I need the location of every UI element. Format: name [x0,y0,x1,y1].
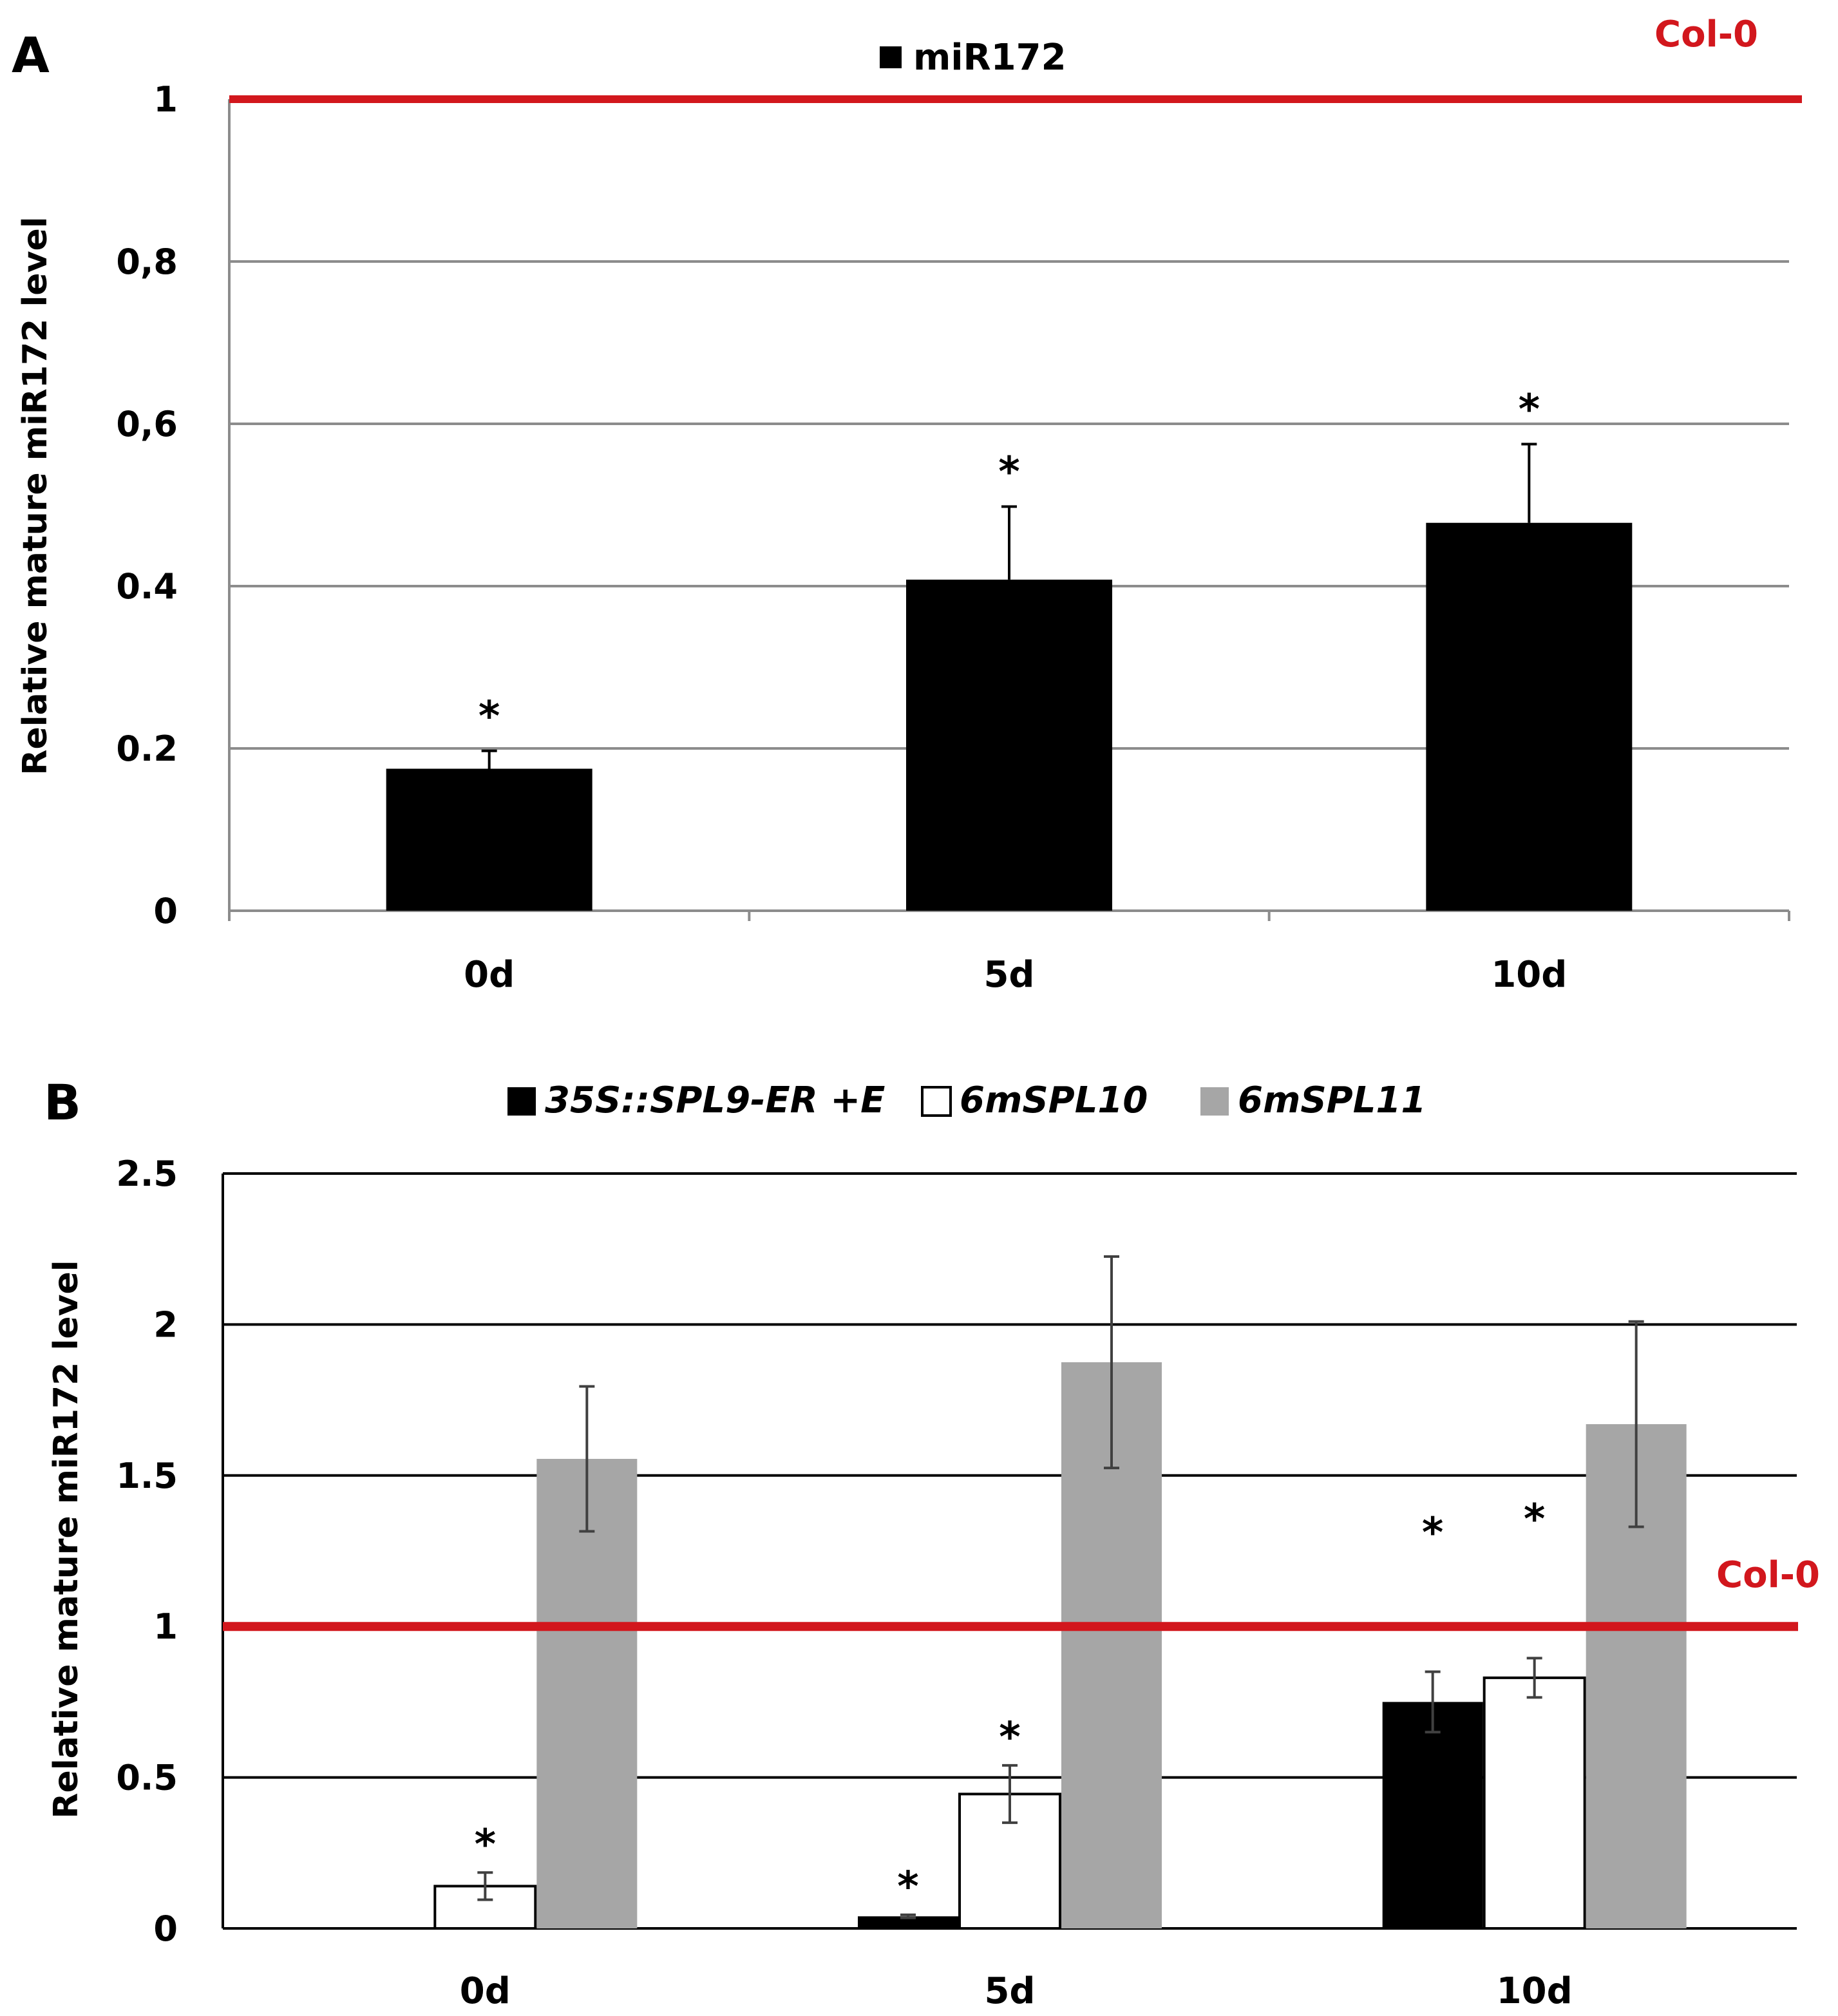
panel-b-significance-star: * [999,1714,1020,1762]
panel-b-y-axis-label: Relative mature miR172 level [47,1260,86,1818]
legend-label-6mspl11: 6mSPL11 [1238,1079,1426,1121]
panel-a-y-tick-label: 1 [153,79,178,120]
panel-a-significance-star: * [1519,386,1540,434]
panel-b-y-tick-label: 1 [153,1606,178,1647]
panel-b-reference: Col-0 [223,1554,1820,1631]
legend-swatch-spl9-er [507,1087,536,1116]
panel-b-significance-star: * [897,1863,918,1911]
panel-b-category-label: 10d [1497,1970,1573,2012]
panel-b-bar-6mspl10-10d [1483,1676,1586,1930]
legend-swatch-6mspl10 [921,1086,952,1117]
panel-a-significance-star: * [998,449,1019,497]
panel-b-significance: * * * * * [475,1496,1546,1910]
panel-b-bar-35s-spl9-er-e-5d [858,1916,958,1928]
panel-a-y-tick-label: 0,8 [116,242,178,282]
panel-b-significance-star: * [475,1821,496,1869]
panel-b-col0-label: Col-0 [1716,1554,1820,1596]
panel-b-bars [433,1362,1687,1930]
panel-b-significance-star: * [1422,1510,1443,1557]
panel-a-category-label: 10d [1491,954,1567,996]
panel-a-y-tick-label: 0.2 [116,728,178,769]
panel-a-legend: miR172 [880,37,1066,79]
panel-a-y-tick-label: 0.4 [116,566,178,607]
panel-a-y-axis-label: Relative mature miR172 level [16,216,55,775]
legend-label-mir172: miR172 [913,37,1066,79]
panel-a-bars [386,522,1633,911]
panel-b-chart: B 00.511.522.5 **** * 0d 5d 10d Col-0 35S::… [44,1074,1820,2012]
panel-a-bar-mir172-0d [386,768,592,911]
panel-b-categories: 0d 5d 10d [460,1970,1573,2012]
panel-a-category-label: 0d [464,954,515,996]
panel-b-legend: 35S::SPL9-ER +E 6mSPL10 6mSPL11 [507,1079,1426,1121]
panel-b-category-label: 5d [984,1970,1035,2012]
panel-b-y-tick-label: 0.5 [116,1758,178,1798]
panel-a-y-tick-label: 0,6 [116,404,178,444]
panel-b-error-bars [477,1255,1644,1919]
panel-b-y-ticks: 0 0.5 1 1.5 2 2.5 [116,1154,178,1949]
panel-a-bar-mir172-5d [906,579,1112,911]
legend-swatch-6mspl11 [1200,1087,1229,1116]
panel-b-category-label: 0d [460,1970,511,2012]
panel-a-bar-mir172-10d [1426,522,1633,911]
panel-a-reference: Col-0 [229,14,1802,103]
panel-b-bar-35s-spl9-er-e-10d [1382,1702,1483,1928]
panel-b-bar-6mspl11-0d [536,1459,638,1928]
panel-a-significance: * * * [478,386,1540,741]
panel-b-y-tick-label: 0 [153,1908,178,1949]
panel-a-error-bars [481,442,1537,769]
panel-b-y-tick-label: 2.5 [116,1154,178,1194]
panel-a-letter: A [12,26,50,84]
legend-swatch-mir172 [880,46,902,68]
panel-a-chart: A 0 0.2 0.4 0,6 0,8 1 * * * 0d 5d 10d Col-0 miR17… [12,14,1802,996]
legend-label-6mspl10: 6mSPL10 [960,1079,1148,1121]
panel-a-category-label: 5d [983,954,1034,996]
panel-b-y-tick-label: 1.5 [116,1456,178,1496]
panel-a-categories: 0d 5d 10d [464,954,1567,996]
panel-a-col0-label: Col-0 [1654,14,1758,55]
panel-a-y-tick-label: 0 [153,891,178,931]
panel-a-significance-star: * [478,693,500,741]
legend-label-spl9-er: 35S::SPL9-ER +E [545,1079,885,1121]
panel-a-y-ticks: 0 0.2 0.4 0,6 0,8 1 [116,79,178,931]
panel-b-significance-star: * [1524,1496,1545,1543]
panel-b-y-tick-label: 2 [153,1304,178,1345]
panel-b-letter: B [44,1074,81,1131]
